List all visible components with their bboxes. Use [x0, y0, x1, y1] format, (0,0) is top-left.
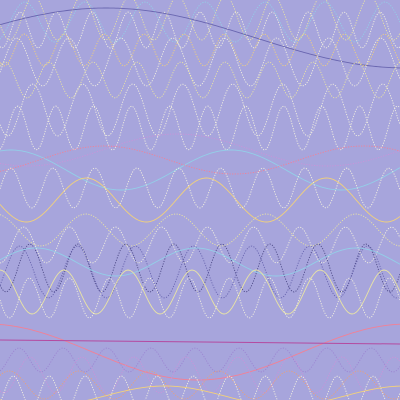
- wave-canvas: [0, 0, 400, 400]
- wave-artwork: [0, 0, 400, 400]
- background: [0, 0, 400, 400]
